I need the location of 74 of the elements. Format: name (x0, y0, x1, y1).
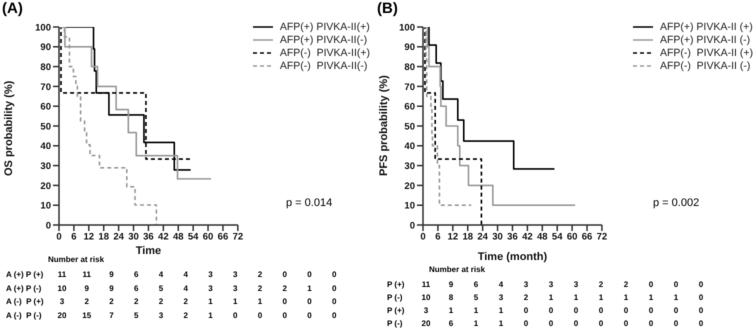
text: P (-) 10 8 5 3 2 1 1 1 1 1 1 0 (387, 293, 704, 302)
text: P (+) 3 1 1 1 0 0 0 0 0 0 0 0 (387, 306, 704, 315)
chart-title: (A) (2, 0, 23, 17)
y-tick-label: 60 (40, 102, 51, 113)
x-tick-label: 6 (71, 232, 77, 243)
y-tick-label: 70 (404, 82, 415, 93)
x-tick-label: 18 (462, 232, 474, 243)
y-axis-title: OS probability (%) (2, 80, 15, 176)
x-tick-label: 36 (507, 232, 518, 243)
x-tick-label: 36 (143, 232, 154, 243)
legend-label: AFP(-) PIVKA-II(+) (280, 46, 370, 58)
legend-label: AFP(-) PIVKA-II (+) (660, 46, 753, 58)
x-tick-label: 12 (84, 232, 94, 243)
y-tick-label: 100 (35, 22, 51, 34)
x-tick-label: 66 (218, 232, 228, 243)
x-tick-label: 6 (435, 232, 441, 243)
y-tick-label: 20 (40, 180, 51, 192)
y-tick-label: 40 (40, 141, 51, 152)
y-tick-label: 50 (404, 121, 415, 132)
y-tick-label: 50 (40, 121, 51, 132)
y-tick-label: 30 (40, 160, 51, 172)
x-tick-label: 24 (113, 232, 125, 243)
y-tick-label: 70 (40, 82, 51, 93)
text: A (+) P (-) 10 9 9 6 5 4 3 3 2 2 1 0 (6, 284, 336, 292)
legend-label: AFP(-) PIVKA-II(-) (280, 60, 368, 72)
x-tick-label: 48 (172, 232, 184, 243)
y-tick-label: 80 (40, 62, 51, 73)
x-tick-label: 24 (477, 232, 489, 243)
y-tick-label: 0 (46, 220, 51, 232)
legend-label: AFP(+) PIVKA-II (+) (660, 20, 753, 32)
text: A (-) P (+) 3 2 2 2 2 2 1 1 1 0 0 0 (6, 297, 336, 306)
y-tick-label: 20 (404, 180, 415, 192)
y-tick-label: 100 (399, 22, 415, 34)
x-tick-label: 60 (566, 232, 578, 243)
x-tick-label: 72 (232, 232, 244, 243)
x-tick-label: 18 (98, 232, 110, 243)
y-tick-label: 10 (404, 200, 415, 212)
legend-label: AFP(+) PIVKA-II (-) (660, 34, 750, 46)
y-tick-label: 80 (404, 62, 415, 73)
x-tick-label: 66 (582, 232, 592, 243)
y-tick-label: 0 (410, 220, 415, 232)
x-tick-label: 72 (596, 232, 608, 243)
text: P (+) 11 9 6 4 3 3 3 2 2 0 0 0 (387, 280, 704, 289)
text: p = 0.014 (286, 197, 332, 209)
x-tick-label: 30 (128, 232, 139, 243)
y-tick-label: 60 (404, 102, 415, 113)
x-tick-label: 60 (202, 232, 214, 243)
text: A (-) P (-) 20 15 7 5 3 2 1 0 0 0 0 0 (6, 310, 336, 320)
y-axis-title: PFS probability (%) (378, 74, 390, 176)
x-axis-title: Time (136, 245, 162, 257)
x-tick-label: 48 (537, 232, 548, 243)
x-tick-label: 42 (522, 232, 533, 243)
x-tick-label: 54 (188, 232, 200, 243)
text: p = 0.002 (653, 197, 700, 209)
x-tick-label: 42 (158, 232, 169, 243)
legend-label: AFP(+) PIVKA-II(-) (280, 34, 368, 46)
text: A (+) P (+) 11 11 9 6 4 4 3 3 2 0 0 0 (6, 270, 336, 279)
x-tick-label: 12 (448, 232, 458, 243)
legend-label: AFP(+) PIVKA-II(+) (280, 20, 370, 32)
legend-label: AFP(-) PIVKA-II (-) (660, 60, 750, 72)
y-tick-label: 40 (404, 141, 415, 152)
x-tick-label: 30 (492, 232, 503, 243)
y-tick-label: 30 (404, 160, 415, 172)
x-axis-title: Time (month) (478, 251, 548, 263)
x-tick-label: 0 (56, 232, 62, 243)
x-tick-label: 0 (420, 232, 426, 243)
y-tick-label: 90 (404, 42, 415, 54)
y-tick-label: 10 (40, 200, 51, 212)
text: Number at risk (429, 265, 486, 274)
text: Number at risk (48, 255, 104, 264)
y-tick-label: 90 (40, 42, 51, 54)
text: P (-) 20 6 1 1 0 0 0 0 0 0 0 0 (387, 319, 704, 328)
chart-title: (B) (377, 0, 398, 17)
x-tick-label: 54 (552, 232, 564, 243)
